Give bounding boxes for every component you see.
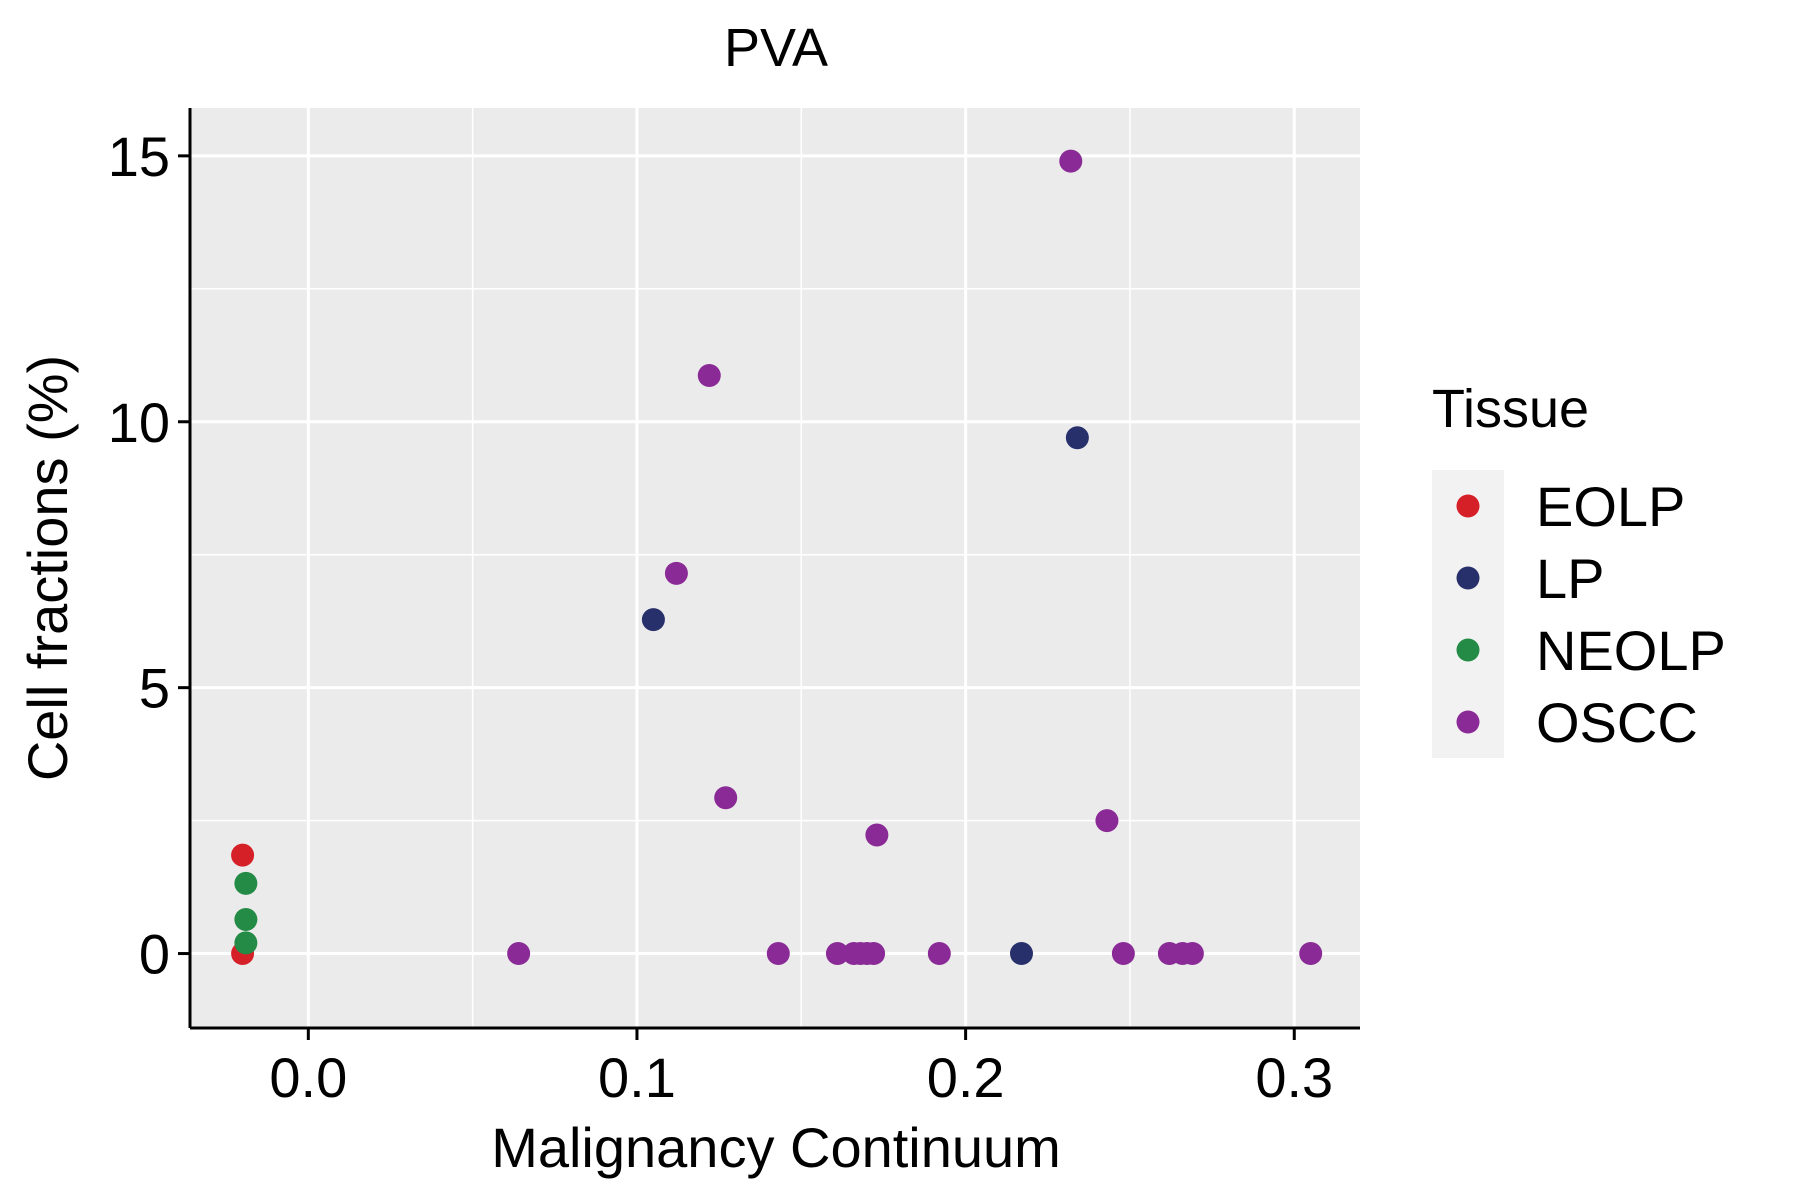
data-point-neolp <box>234 931 258 955</box>
data-point-oscc <box>1299 942 1323 966</box>
plot-panel <box>190 108 1360 1028</box>
grid-minor <box>190 108 1360 1028</box>
data-point-oscc <box>714 786 738 810</box>
data-point-oscc <box>865 823 889 847</box>
data-point-lp <box>1009 942 1033 966</box>
data-point-lp <box>1065 426 1089 450</box>
x-tick-label: 0.0 <box>269 1046 347 1109</box>
data-point-oscc <box>1180 942 1204 966</box>
legend-key-oscc <box>1456 710 1480 734</box>
data-point-lp <box>641 608 665 632</box>
data-point-oscc <box>862 942 886 966</box>
data-point-oscc <box>927 942 951 966</box>
data-point-neolp <box>234 908 258 932</box>
data-point-neolp <box>234 871 258 895</box>
data-point-oscc <box>825 942 849 966</box>
x-tick-label: 0.1 <box>598 1046 676 1109</box>
data-point-oscc <box>507 942 531 966</box>
legend-label-lp: LP <box>1536 547 1605 610</box>
legend-key-neolp <box>1456 638 1480 662</box>
y-tick-label: 15 <box>108 125 170 188</box>
legend-key-background <box>1432 470 1504 758</box>
data-points <box>231 149 1323 966</box>
x-axis-title: Malignancy Continuum <box>491 1116 1061 1179</box>
x-tick-label: 0.3 <box>1255 1046 1333 1109</box>
y-axis-ticks: 0 5 10 15 <box>108 125 190 986</box>
legend-key-lp <box>1456 566 1480 590</box>
y-tick-label: 5 <box>139 657 170 720</box>
data-point-eolp <box>231 843 255 867</box>
y-tick-label: 0 <box>139 923 170 986</box>
data-point-oscc <box>1059 149 1083 173</box>
chart-title: PVA <box>724 18 828 78</box>
legend-label-eolp: EOLP <box>1536 475 1685 538</box>
data-point-oscc <box>664 561 688 585</box>
legend-title: Tissue <box>1432 379 1589 439</box>
legend-label-oscc: OSCC <box>1536 691 1698 754</box>
x-axis-ticks: 0.0 0.1 0.2 0.3 <box>269 1028 1333 1109</box>
grid-major <box>190 108 1360 1028</box>
data-point-oscc <box>697 363 721 387</box>
legend: Tissue EOLP LP NEOLP OSCC <box>1432 379 1726 758</box>
data-point-oscc <box>766 942 790 966</box>
legend-label-neolp: NEOLP <box>1536 619 1726 682</box>
y-axis-title: Cell fractions (%) <box>16 355 79 781</box>
data-point-oscc <box>1095 809 1119 833</box>
x-tick-label: 0.2 <box>927 1046 1005 1109</box>
data-point-oscc <box>1111 942 1135 966</box>
legend-key-eolp <box>1456 494 1480 518</box>
y-tick-label: 10 <box>108 391 170 454</box>
